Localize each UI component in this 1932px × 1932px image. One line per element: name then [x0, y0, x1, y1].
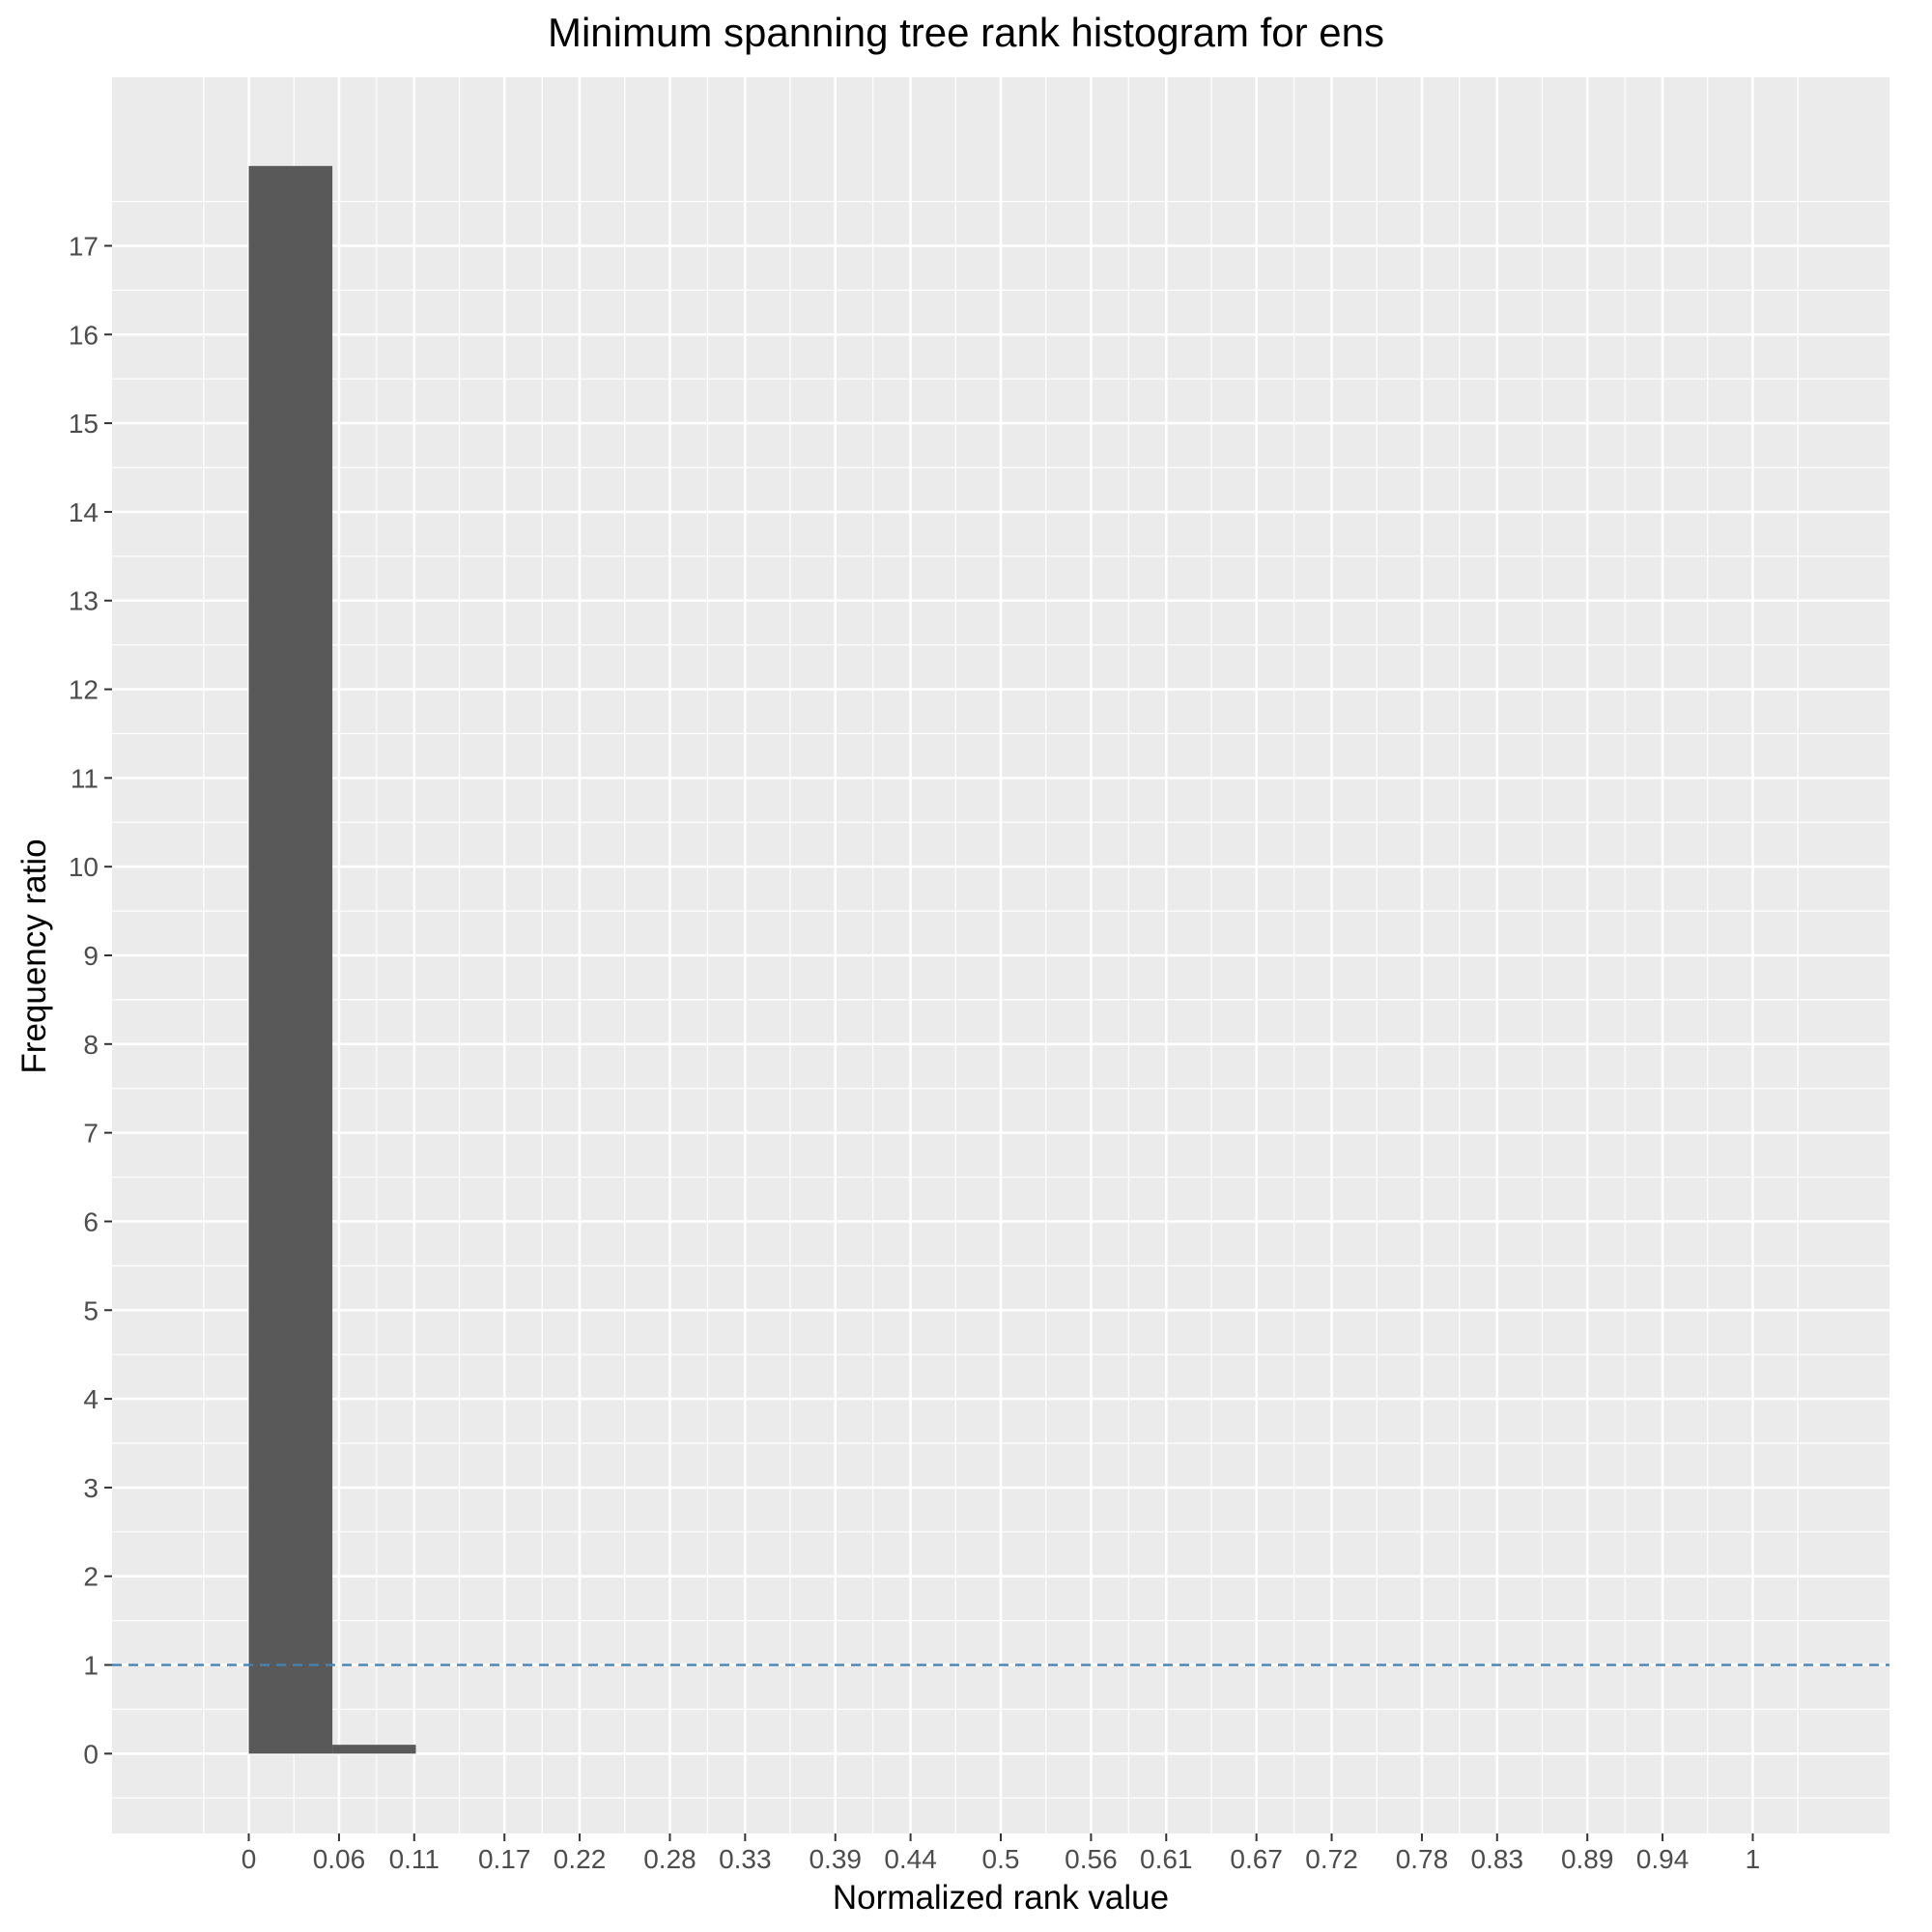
- y-tick-label: 11: [71, 763, 99, 793]
- y-tick-label: 14: [69, 497, 99, 527]
- x-tick-label: 0.33: [719, 1844, 772, 1874]
- x-tick-label: 0.44: [884, 1844, 937, 1874]
- x-tick-label: 0.89: [1561, 1844, 1614, 1874]
- x-tick-label: 0.39: [809, 1844, 862, 1874]
- x-tick-label: 0.72: [1305, 1844, 1358, 1874]
- chart-title: Minimum spanning tree rank histogram for…: [547, 10, 1385, 55]
- y-tick-label: 12: [69, 675, 99, 705]
- x-tick-label: 0.17: [478, 1844, 531, 1874]
- y-tick-label: 5: [83, 1295, 99, 1325]
- y-axis-label: Frequency ratio: [15, 838, 53, 1074]
- x-tick-label: 0.56: [1065, 1844, 1118, 1874]
- histogram-bar-1: [248, 165, 333, 1754]
- y-tick-label: 6: [83, 1207, 99, 1236]
- y-tick-label: 2: [83, 1562, 99, 1592]
- x-tick-label: 0.5: [982, 1844, 1020, 1874]
- x-tick-label: 0.61: [1140, 1844, 1193, 1874]
- x-tick-label: 0.94: [1636, 1844, 1690, 1874]
- y-tick-label: 16: [69, 320, 99, 350]
- y-tick-label: 13: [69, 586, 99, 616]
- x-tick-label: 0.22: [554, 1844, 607, 1874]
- x-tick-label: 0.28: [643, 1844, 696, 1874]
- y-tick-label: 0: [83, 1739, 99, 1769]
- x-tick-label: 0: [242, 1844, 257, 1874]
- y-tick-label: 4: [83, 1384, 99, 1414]
- x-tick-label: 0.11: [389, 1844, 440, 1874]
- x-tick-label: 0.83: [1471, 1844, 1524, 1874]
- y-tick-label: 17: [69, 231, 99, 261]
- y-tick-label: 10: [69, 852, 99, 882]
- x-tick-label: 0.67: [1230, 1844, 1283, 1874]
- y-tick-label: 9: [83, 941, 99, 971]
- y-tick-label: 15: [69, 409, 99, 439]
- histogram-bar-2: [332, 1745, 416, 1754]
- x-tick-label: 0.06: [313, 1844, 366, 1874]
- x-tick-label: 0.78: [1396, 1844, 1449, 1874]
- y-tick-label: 7: [83, 1119, 99, 1149]
- y-tick-label: 1: [83, 1651, 99, 1681]
- y-tick-label: 3: [83, 1473, 99, 1503]
- y-tick-label: 8: [83, 1030, 99, 1060]
- x-axis-label: Normalized rank value: [832, 1879, 1170, 1917]
- x-tick-label: 1: [1746, 1844, 1761, 1874]
